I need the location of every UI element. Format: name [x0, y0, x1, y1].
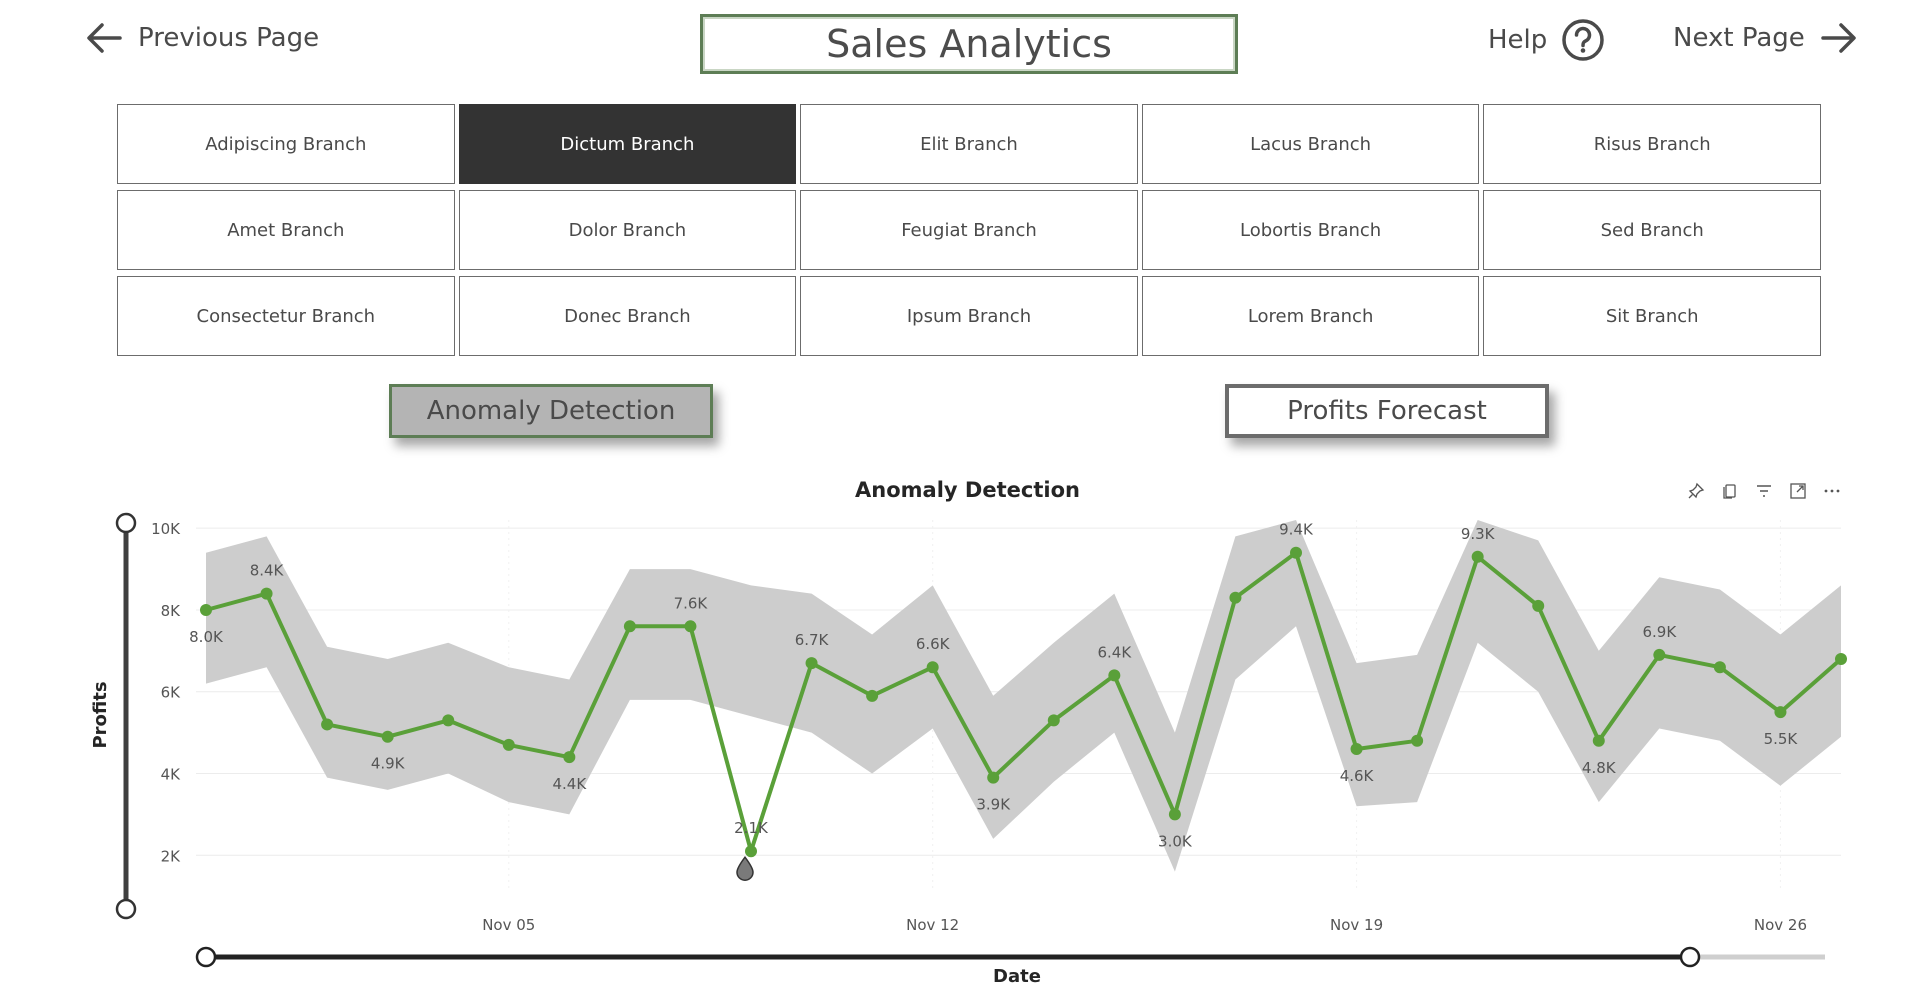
data-point[interactable] [1653, 648, 1666, 661]
data-point[interactable] [1713, 661, 1726, 674]
data-point[interactable] [563, 751, 576, 764]
data-point[interactable] [1532, 599, 1545, 612]
data-point[interactable] [1411, 734, 1424, 747]
branch-button[interactable]: Dictum Branch [458, 104, 797, 184]
data-point[interactable] [502, 738, 515, 751]
data-point[interactable] [745, 845, 757, 858]
data-label: 7.6K [674, 594, 709, 612]
chart-title: Anomaly Detection [855, 478, 1080, 502]
data-label: 4.6K [1340, 767, 1375, 785]
y-range-slider-top-handle[interactable] [115, 512, 137, 534]
data-point[interactable] [1350, 742, 1363, 755]
data-point[interactable] [1835, 653, 1847, 666]
branch-button[interactable]: Ipsum Branch [800, 276, 1138, 356]
data-point[interactable] [987, 771, 1000, 784]
y-range-slider-bottom-handle[interactable] [115, 898, 137, 920]
branch-button[interactable]: Sit Branch [1483, 276, 1821, 356]
x-tick-label: Nov 19 [1330, 916, 1383, 934]
x-tick-label: Nov 26 [1754, 916, 1807, 934]
branch-button[interactable]: Dolor Branch [458, 190, 797, 270]
branch-button[interactable]: Feugiat Branch [800, 190, 1138, 270]
x-tick-label: Nov 12 [906, 916, 959, 934]
data-point[interactable] [1290, 546, 1302, 559]
arrow-right-icon [1819, 18, 1859, 58]
data-point[interactable] [623, 620, 636, 633]
pin-icon[interactable] [1686, 481, 1706, 501]
data-label: 8.4K [250, 562, 285, 580]
data-point[interactable] [1229, 591, 1242, 604]
data-label: 8.0K [189, 628, 224, 646]
branch-button[interactable]: Adipiscing Branch [117, 104, 455, 184]
data-label: 6.7K [795, 631, 830, 649]
arrow-left-icon [84, 18, 124, 58]
x-range-slider-end-handle[interactable] [1679, 946, 1701, 968]
copy-icon[interactable] [1720, 481, 1740, 501]
page-title: Sales Analytics [700, 14, 1238, 74]
y-tick-label: 8K [161, 602, 182, 620]
data-label: 9.4K [1279, 521, 1314, 539]
data-label: 2.1K [734, 819, 769, 837]
branch-button[interactable]: Lobortis Branch [1141, 190, 1480, 270]
data-point[interactable] [1168, 808, 1181, 821]
data-label: 3.0K [1158, 832, 1193, 850]
next-page-button[interactable]: Next Page [1673, 18, 1859, 58]
branch-button[interactable]: Risus Branch [1483, 104, 1821, 184]
data-point[interactable] [1471, 550, 1484, 563]
data-label: 6.9K [1642, 623, 1677, 641]
expected-range-band [206, 520, 1841, 872]
branch-button[interactable]: Donec Branch [458, 276, 797, 356]
data-point[interactable] [260, 587, 273, 600]
data-label: 4.8K [1582, 759, 1617, 777]
anomaly-marker[interactable] [736, 855, 754, 881]
branch-button[interactable]: Lorem Branch [1141, 276, 1480, 356]
focus-mode-icon[interactable] [1788, 481, 1808, 501]
y-axis-label: Profits [90, 681, 111, 748]
branch-button[interactable]: Sed Branch [1483, 190, 1821, 270]
data-point[interactable] [866, 689, 879, 702]
data-label: 6.4K [1097, 643, 1132, 661]
branch-button[interactable]: Elit Branch [800, 104, 1138, 184]
data-label: 5.5K [1764, 730, 1799, 748]
data-point[interactable] [926, 661, 939, 674]
branch-button[interactable]: Lacus Branch [1141, 104, 1480, 184]
profits-series-line [205, 550, 1843, 854]
profits-forecast-tab[interactable]: Profits Forecast [1225, 384, 1549, 438]
help-label: Help [1488, 25, 1548, 55]
anomaly-detection-tab[interactable]: Anomaly Detection [389, 384, 713, 438]
next-page-label: Next Page [1673, 23, 1805, 53]
data-point[interactable] [1047, 714, 1060, 727]
data-point[interactable] [442, 714, 455, 727]
previous-page-label: Previous Page [138, 23, 320, 53]
data-point[interactable] [684, 620, 697, 633]
filter-icon[interactable] [1754, 481, 1774, 501]
data-label: 3.9K [976, 796, 1011, 814]
data-label: 4.4K [552, 775, 587, 793]
data-point[interactable] [1592, 734, 1605, 747]
more-options-icon[interactable] [1822, 481, 1842, 501]
x-tick-label: Nov 05 [482, 916, 535, 934]
y-tick-label: 6K [161, 684, 182, 702]
branch-slicer: Adipiscing Branch Dictum Branch Elit Bra… [117, 104, 1821, 356]
y-tick-label: 4K [161, 766, 182, 784]
data-label: 4.9K [371, 755, 406, 773]
data-label: 6.6K [916, 635, 951, 653]
help-button[interactable]: Help [1488, 18, 1605, 62]
data-point[interactable] [381, 730, 394, 743]
data-point[interactable] [805, 657, 818, 670]
x-range-slider-start-handle[interactable] [195, 946, 217, 968]
data-point[interactable] [200, 603, 212, 616]
question-circle-icon [1561, 18, 1605, 62]
data-label: 9.3K [1461, 525, 1496, 543]
y-tick-label: 2K [161, 847, 182, 865]
branch-button[interactable]: Amet Branch [117, 190, 455, 270]
previous-page-button[interactable]: Previous Page [84, 18, 319, 58]
data-point[interactable] [1774, 706, 1787, 719]
y-tick-label: 10K [151, 520, 181, 538]
data-point[interactable] [321, 718, 334, 731]
x-axis-label: Date [993, 966, 1041, 987]
visual-toolbar [1686, 481, 1842, 501]
data-point[interactable] [1108, 669, 1121, 682]
branch-button[interactable]: Consectetur Branch [117, 276, 455, 356]
